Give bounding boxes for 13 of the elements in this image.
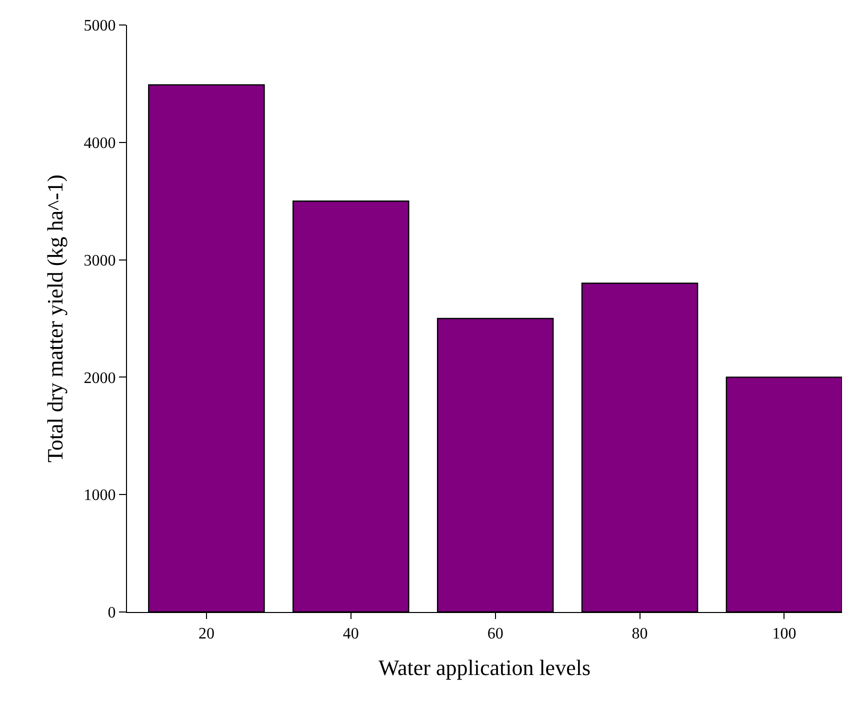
x-tick-label: 100 [772,625,796,642]
y-tick-label: 5000 [84,18,116,35]
x-tick-label: 60 [487,625,504,642]
x-tick-label: 40 [342,625,359,642]
x-axis-title: Water application levels [378,655,591,680]
y-tick-label: 0 [108,604,116,622]
x-tick-label: 80 [632,625,648,642]
y-tick-label: 2000 [84,370,116,387]
y-axis-title: Total dry matter yield (kg ha^-1) [42,174,68,462]
y-tick-label: 4000 [84,135,116,152]
y-tick-label: 1000 [84,487,116,504]
y-tick-label: 3000 [84,252,116,270]
x-tick-label: 20 [198,625,214,642]
